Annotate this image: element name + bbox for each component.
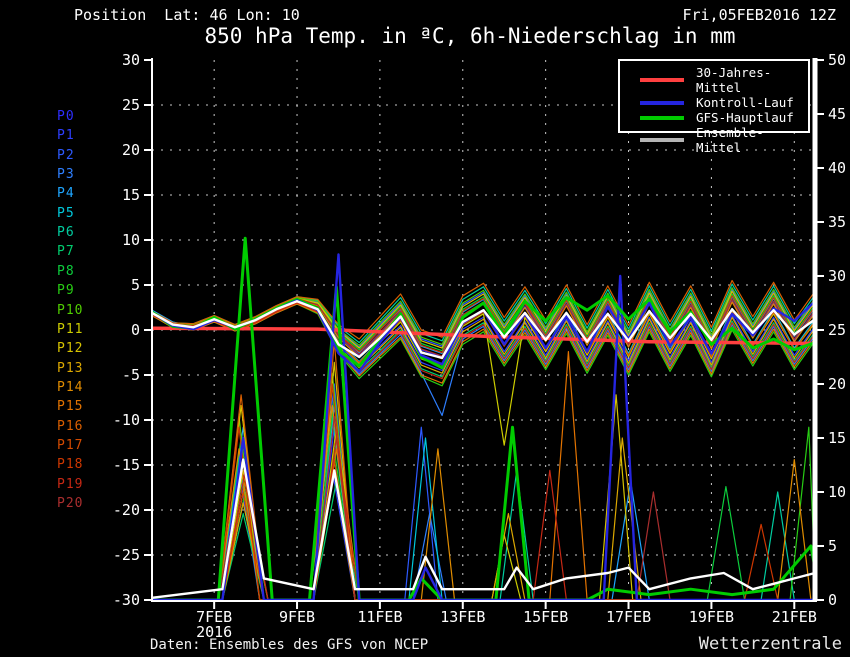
y-right-tick-label: 0 — [828, 591, 837, 609]
y-left-tick-label: -20 — [113, 501, 140, 519]
y-left-tick-label: -5 — [122, 366, 140, 384]
legend-line-swatch — [640, 78, 684, 82]
member-temp-line-P19 — [151, 302, 816, 380]
x-tick-label: 19FEB — [689, 608, 734, 626]
y-right-tick-label: 5 — [828, 537, 837, 555]
ensemble-member-label-P4: P4 — [57, 186, 75, 202]
ensemble-mean-temp-line — [151, 300, 816, 360]
ensemble-member-label-P2: P2 — [57, 147, 75, 163]
member-precip-line-P18 — [152, 383, 815, 601]
legend-line-swatch — [640, 115, 684, 120]
ensemble-mean-precip-line — [151, 458, 816, 599]
x-tick-label: 15FEB — [523, 608, 568, 626]
y-left-tick-label: -30 — [113, 591, 140, 609]
legend-item: Ensemble-Mittel — [620, 125, 808, 155]
ensemble-member-label-P17: P17 — [57, 437, 84, 453]
ensemble-member-label-P6: P6 — [57, 225, 75, 241]
x-tick-sublabel: 2016 — [196, 623, 232, 641]
ensemble-member-label-P13: P13 — [57, 360, 84, 376]
x-tick-label: 21FEB — [772, 608, 817, 626]
ensemble-member-label-P0: P0 — [57, 109, 75, 124]
legend-item: 30-Jahres-Mittel — [620, 65, 808, 95]
ensemble-member-label-column: P0 P1 P2 P3 P4 P5 P6 P7 P8 P9 P10 P11 P12 P13 P14 P15 P1… — [0, 0, 110, 657]
y-right-tick-label: 20 — [828, 375, 846, 393]
legend-item: Kontroll-Lauf — [620, 95, 808, 110]
x-tick-label: 11FEB — [357, 608, 402, 626]
legend-item-label: 30-Jahres-Mittel — [696, 65, 772, 95]
legend-item: GFS-Hauptlauf — [620, 110, 808, 125]
legend-item-label: GFS-Hauptlauf — [696, 110, 794, 125]
y-left-tick-label: 5 — [131, 276, 140, 294]
y-left-tick-label: -25 — [113, 546, 140, 564]
ensemble-member-label-P16: P16 — [57, 418, 84, 434]
data-source-label: Daten: Ensembles des GFS von NCEP — [150, 637, 429, 653]
x-tick-label: 9FEB — [279, 608, 315, 626]
legend-item-label: Ensemble-Mittel — [696, 125, 764, 155]
ensemble-member-label-P20: P20 — [57, 496, 84, 511]
y-left-tick-label: 30 — [122, 51, 140, 69]
ensemble-member-label-P12: P12 — [57, 341, 84, 357]
ensemble-member-label-P1: P1 — [57, 128, 75, 144]
x-tick-label: 13FEB — [440, 608, 485, 626]
ensemble-member-label-P8: P8 — [57, 263, 75, 279]
position-label: Position Lat: 46 Lon: 10 — [74, 6, 300, 24]
member-precip-line-P15 — [152, 351, 815, 601]
legend-line-swatch — [640, 100, 684, 105]
y-right-tick-label: 25 — [828, 321, 846, 339]
member-precip-line-P12 — [152, 361, 815, 601]
wetterzentrale-brand: Wetterzentrale — [698, 634, 842, 654]
y-left-tick-label: 20 — [122, 141, 140, 159]
ensemble-member-label-P10: P10 — [57, 302, 84, 318]
y-left-tick-label: 25 — [122, 96, 140, 114]
y-right-tick-label: 45 — [828, 105, 846, 123]
member-precip-line-P16 — [152, 340, 815, 601]
legend-line-swatch — [640, 138, 684, 142]
ensemble-member-label-P19: P19 — [57, 476, 84, 492]
y-left-tick-label: 0 — [131, 321, 140, 339]
y-right-tick-label: 40 — [828, 159, 846, 177]
ensemble-member-label-P14: P14 — [57, 379, 84, 395]
run-datetime-label: Fri,05FEB2016 12Z — [682, 6, 836, 24]
member-temp-line-P10 — [151, 287, 816, 346]
ensemble-member-label-P5: P5 — [57, 205, 75, 221]
ensemble-member-label-P7: P7 — [57, 244, 75, 260]
ensemble-member-label-P11: P11 — [57, 321, 84, 337]
y-right-tick-label: 30 — [828, 267, 846, 285]
chart-title: 850 hPa Temp. in ªC, 6h-Niederschlag in … — [204, 24, 736, 48]
y-right-tick-label: 15 — [828, 429, 846, 447]
y-right-tick-label: 35 — [828, 213, 846, 231]
member-temp-line-P16 — [151, 279, 816, 340]
y-left-tick-label: 10 — [122, 231, 140, 249]
y-left-tick-label: 15 — [122, 186, 140, 204]
y-left-tick-label: -10 — [113, 411, 140, 429]
x-tick-label: 17FEB — [606, 608, 651, 626]
x-tick-label: 7FEB — [196, 608, 232, 626]
y-right-tick-label: 10 — [828, 483, 846, 501]
ensemble-member-label-P3: P3 — [57, 167, 75, 183]
ensemble-member-label-P9: P9 — [57, 283, 75, 299]
member-temp-line-P15 — [151, 303, 816, 384]
ensemble-member-label-P15: P15 — [57, 399, 84, 415]
y-left-tick-label: -15 — [113, 456, 140, 474]
y-right-tick-label: 50 — [828, 51, 846, 69]
legend-item-label: Kontroll-Lauf — [696, 95, 794, 110]
ensemble-member-label-P18: P18 — [57, 457, 84, 473]
chart-legend: 30-Jahres-Mittel Kontroll-Lauf GFS-Hauptla… — [618, 59, 810, 155]
